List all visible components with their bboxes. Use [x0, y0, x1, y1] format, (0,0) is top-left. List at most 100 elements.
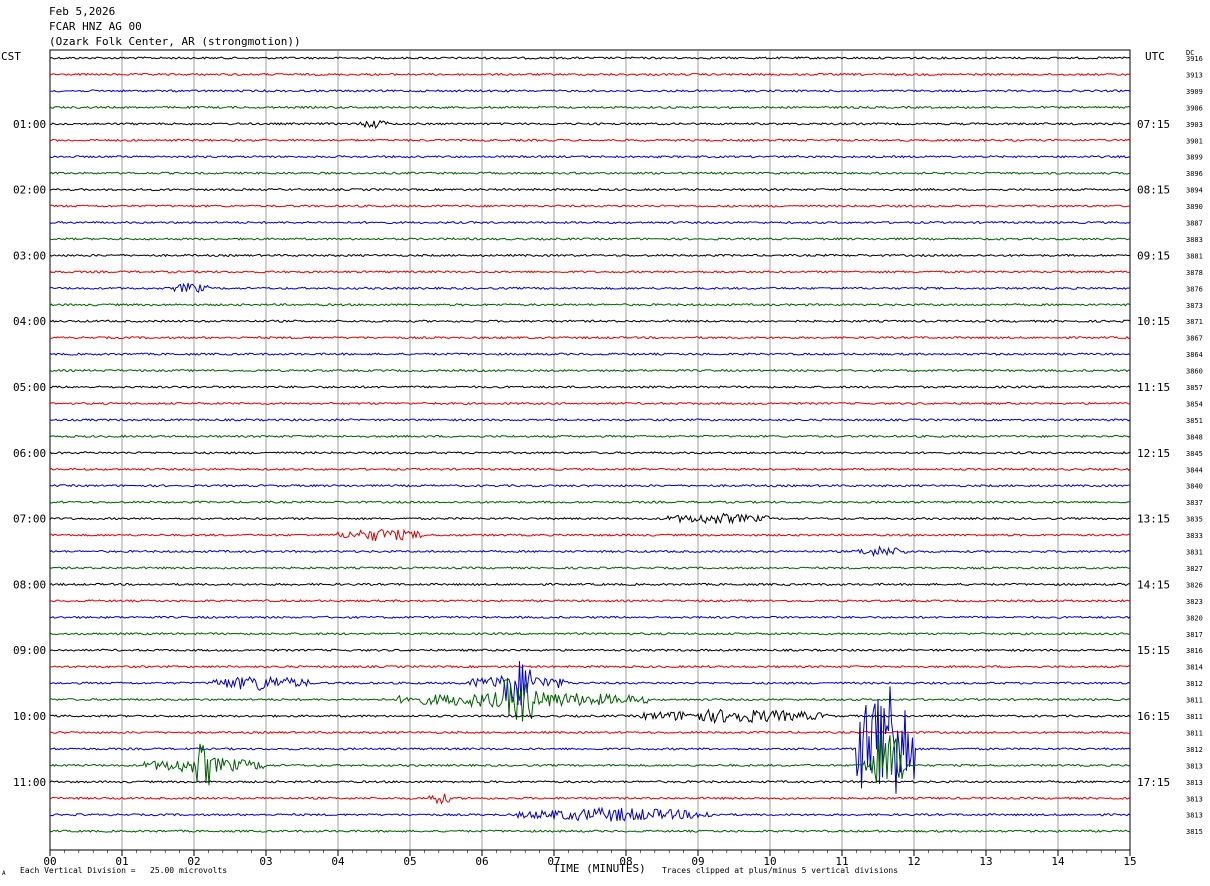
trace-row-7 [49, 171, 1131, 175]
dc-offset-label: 3820 [1186, 614, 1203, 622]
dc-offset-label: 3813 [1186, 795, 1203, 803]
dc-offset-label: 3851 [1186, 417, 1203, 425]
trace-row-2 [49, 89, 1131, 93]
dc-offset-label: 3854 [1186, 400, 1203, 408]
trace-row-29 [49, 528, 1131, 542]
dc-offset-label: 3871 [1186, 318, 1203, 326]
left-hour-label: 05:00 [13, 381, 46, 394]
dc-offset-label: 3811 [1186, 713, 1203, 721]
dc-offset-label: 3813 [1186, 812, 1203, 820]
x-tick-label: 05 [403, 855, 416, 868]
left-zone-label: CST [1, 50, 21, 63]
dc-offset-label: 3881 [1186, 252, 1203, 260]
dc-offset-label: 3894 [1186, 187, 1203, 195]
trace-row-23 [49, 434, 1131, 439]
trace-row-34 [49, 615, 1131, 619]
trace-row-25 [49, 467, 1131, 471]
trace-row-16 [49, 319, 1131, 324]
dc-offset-label: 3857 [1186, 384, 1203, 392]
header-date: Feb 5,2026 [49, 5, 116, 18]
dc-offset-label: 3903 [1186, 121, 1203, 129]
dc-offset-label: 3813 [1186, 762, 1203, 770]
dc-offset-label: 3890 [1186, 203, 1203, 211]
dc-offset-label: 3835 [1186, 516, 1203, 524]
dc-offset-label: 3867 [1186, 335, 1203, 343]
right-zone-label: UTC [1145, 50, 1165, 63]
plot-frame [49, 49, 1131, 851]
right-hour-label: 12:15 [1137, 447, 1170, 460]
trace-row-8 [49, 187, 1131, 192]
trace-row-39 [50, 679, 1131, 722]
trace-row-6 [49, 154, 1131, 159]
dc-offset-label: 3916 [1186, 55, 1203, 63]
dc-offset-label: 3887 [1186, 220, 1203, 228]
dc-offset-label: 3848 [1186, 433, 1203, 441]
trace-row-20 [49, 385, 1131, 389]
trace-row-14 [49, 282, 1131, 293]
x-tick-label: 11 [835, 855, 848, 868]
trace-row-0 [49, 56, 1131, 60]
dc-offset-label: 3883 [1186, 236, 1203, 244]
left-hour-label: 10:00 [13, 710, 46, 723]
trace-row-4 [49, 119, 1131, 129]
left-hour-label: 11:00 [13, 776, 46, 789]
dc-label: DC [1186, 49, 1195, 57]
x-tick-label: 10 [763, 855, 776, 868]
x-tick-label: 14 [1051, 855, 1065, 868]
trace-row-33 [50, 599, 1131, 603]
right-hour-label: 08:15 [1137, 184, 1170, 197]
right-hour-label: 09:15 [1137, 249, 1170, 262]
trace-row-38 [49, 661, 1131, 706]
trace-row-42 [49, 686, 1131, 794]
right-hour-label: 13:15 [1137, 513, 1170, 526]
trace-row-11 [49, 237, 1131, 241]
left-hour-label: 08:00 [13, 578, 46, 591]
left-hour-label: 06:00 [13, 447, 46, 460]
right-hour-label: 16:15 [1137, 710, 1170, 723]
dc-offset-label: 3909 [1186, 88, 1203, 96]
x-tick-label: 06 [475, 855, 488, 868]
trace-row-37 [49, 664, 1131, 669]
trace-row-13 [49, 270, 1131, 274]
trace-row-40 [49, 708, 1131, 725]
trace-row-18 [49, 352, 1131, 356]
trace-row-5 [49, 138, 1131, 142]
dc-offset-label: 3811 [1186, 697, 1203, 705]
dc-offset-label: 3906 [1186, 104, 1203, 112]
dc-offset-label: 3812 [1186, 746, 1203, 754]
dc-offset-label: 3833 [1186, 532, 1203, 540]
dc-offset-label: 3837 [1186, 499, 1203, 507]
right-hour-label: 11:15 [1137, 381, 1170, 394]
dc-offset-label: 3845 [1186, 450, 1203, 458]
header-station: FCAR HNZ AG 00 [49, 20, 142, 33]
trace-row-35 [49, 632, 1131, 636]
trace-row-1 [49, 72, 1131, 77]
dc-offset-label: 3817 [1186, 631, 1203, 639]
dc-offset-label: 3823 [1186, 598, 1203, 606]
trace-row-3 [49, 105, 1131, 110]
dc-offset-label: 3913 [1186, 71, 1203, 79]
trace-row-31 [49, 566, 1131, 570]
trace-row-43 [49, 733, 1131, 786]
right-hour-label: 14:15 [1137, 578, 1170, 591]
x-tick-label: 09 [691, 855, 704, 868]
dc-offset-label: 3844 [1186, 466, 1203, 474]
right-hour-label: 15:15 [1137, 644, 1170, 657]
dc-offset-label: 3815 [1186, 828, 1203, 836]
dc-offset-label: 3813 [1186, 779, 1203, 787]
trace-row-26 [49, 483, 1131, 488]
x-tick-label: 08 [619, 855, 632, 868]
clip-note: Traces clipped at plus/minus 5 vertical … [662, 866, 899, 875]
trace-row-27 [49, 500, 1131, 504]
left-hour-label: 03:00 [13, 249, 46, 262]
x-tick-label: 01 [115, 855, 128, 868]
trace-row-17 [49, 335, 1131, 340]
trace-row-15 [49, 303, 1131, 307]
trace-row-46 [49, 806, 1131, 822]
trace-row-10 [49, 220, 1131, 225]
dc-offset-label: 3826 [1186, 581, 1203, 589]
dc-offset-label: 3811 [1186, 729, 1203, 737]
left-hour-label: 09:00 [13, 644, 46, 657]
x-tick-label: 03 [259, 855, 272, 868]
dc-offset-label: 3896 [1186, 170, 1203, 178]
